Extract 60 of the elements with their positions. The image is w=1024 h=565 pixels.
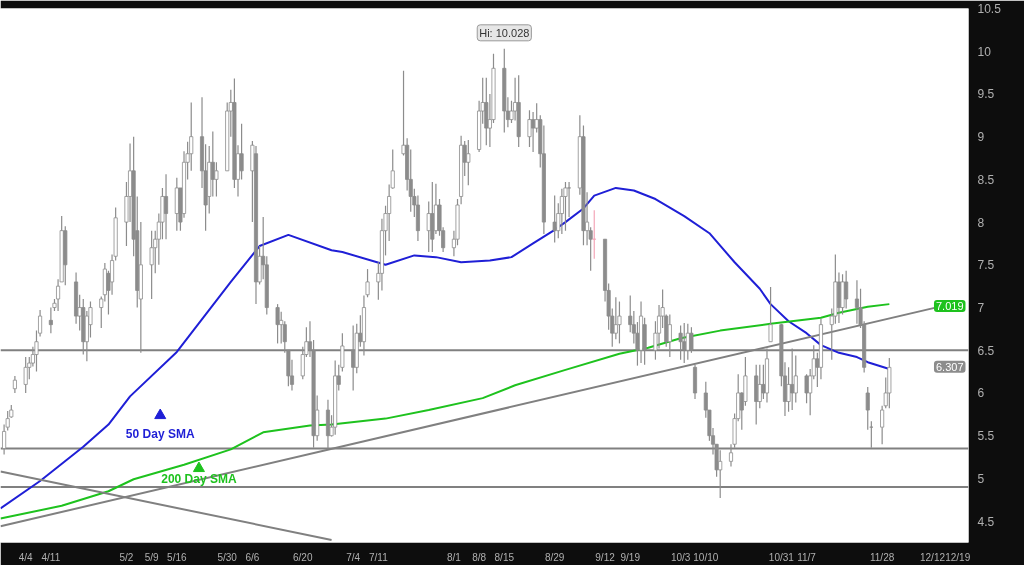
candlestick	[426, 200, 431, 253]
y-tick-label: 9.5	[977, 87, 995, 102]
candlestick	[804, 373, 809, 404]
candlestick	[48, 306, 53, 334]
candlestick	[567, 181, 572, 218]
x-tick-label: 6/6	[245, 551, 260, 563]
x-tick-label: 5/9	[144, 551, 160, 563]
x-tick-label: 9/12	[595, 551, 616, 563]
candlestick	[527, 109, 532, 148]
candlestick	[23, 356, 28, 394]
x-tick-label: 10/3	[670, 551, 691, 563]
x-tick-label: 9/19	[620, 551, 641, 563]
x-tick-label: 7/4	[346, 551, 361, 563]
x-tick-label: 8/8	[472, 551, 487, 563]
y-tick-label: 7.5	[977, 258, 995, 273]
x-tick-label: 10/31	[768, 551, 795, 563]
y-tick-label: 6	[977, 386, 985, 401]
x-tick-label: 11/28	[869, 551, 895, 563]
y-tick-label: 5.5	[977, 429, 995, 444]
x-tick-label: 4/4	[18, 551, 34, 563]
candlestick	[365, 268, 370, 298]
candlestick	[552, 195, 557, 244]
x-tick-label: 11/7	[797, 551, 817, 563]
x-tick-label: 8/1	[446, 551, 462, 563]
legend-label: 50 Day SMA	[125, 427, 195, 442]
y-tick-label: 8	[977, 215, 985, 230]
annotation: Hi: 10.028	[479, 26, 530, 39]
annotation: 6.307	[935, 360, 964, 373]
candlestick	[880, 405, 885, 445]
candlestick	[149, 230, 154, 300]
candlestick	[844, 270, 849, 309]
x-tick-label: 8/15	[494, 551, 515, 563]
y-tick-label: 7	[977, 301, 985, 316]
x-tick-label: 10/10	[693, 551, 719, 563]
candlestick	[164, 173, 169, 240]
x-tick-label: 8/29	[544, 551, 565, 563]
candlestick	[617, 300, 622, 345]
candlestick	[466, 139, 471, 186]
x-tick-label: 6/20	[293, 551, 313, 563]
y-tick-label: 5	[977, 471, 985, 486]
x-tick-label: 12/12	[920, 551, 946, 563]
candlestick	[613, 296, 618, 340]
x-tick-label: 12/19	[945, 551, 971, 563]
x-tick-label: 4/11	[41, 551, 61, 563]
y-tick-label: 8.5	[977, 172, 995, 187]
y-tick-label: 10.5	[977, 2, 1002, 16]
candlestick	[768, 286, 773, 343]
y-tick-label: 4.5	[977, 514, 995, 529]
x-tick-label: 7/11	[368, 551, 389, 563]
y-tick-label: 10	[977, 44, 992, 59]
y-tick-label: 9	[977, 130, 985, 145]
y-tick-label: 6.5	[977, 343, 995, 358]
candlestick	[214, 161, 219, 198]
x-tick-label: 5/30	[217, 551, 238, 563]
x-tick-label: 5/2	[119, 551, 134, 563]
x-tick-label: 5/16	[167, 551, 187, 563]
candlestick	[865, 386, 870, 431]
candlestick	[563, 181, 568, 232]
candlestick	[239, 123, 244, 180]
candlestick	[275, 303, 280, 345]
